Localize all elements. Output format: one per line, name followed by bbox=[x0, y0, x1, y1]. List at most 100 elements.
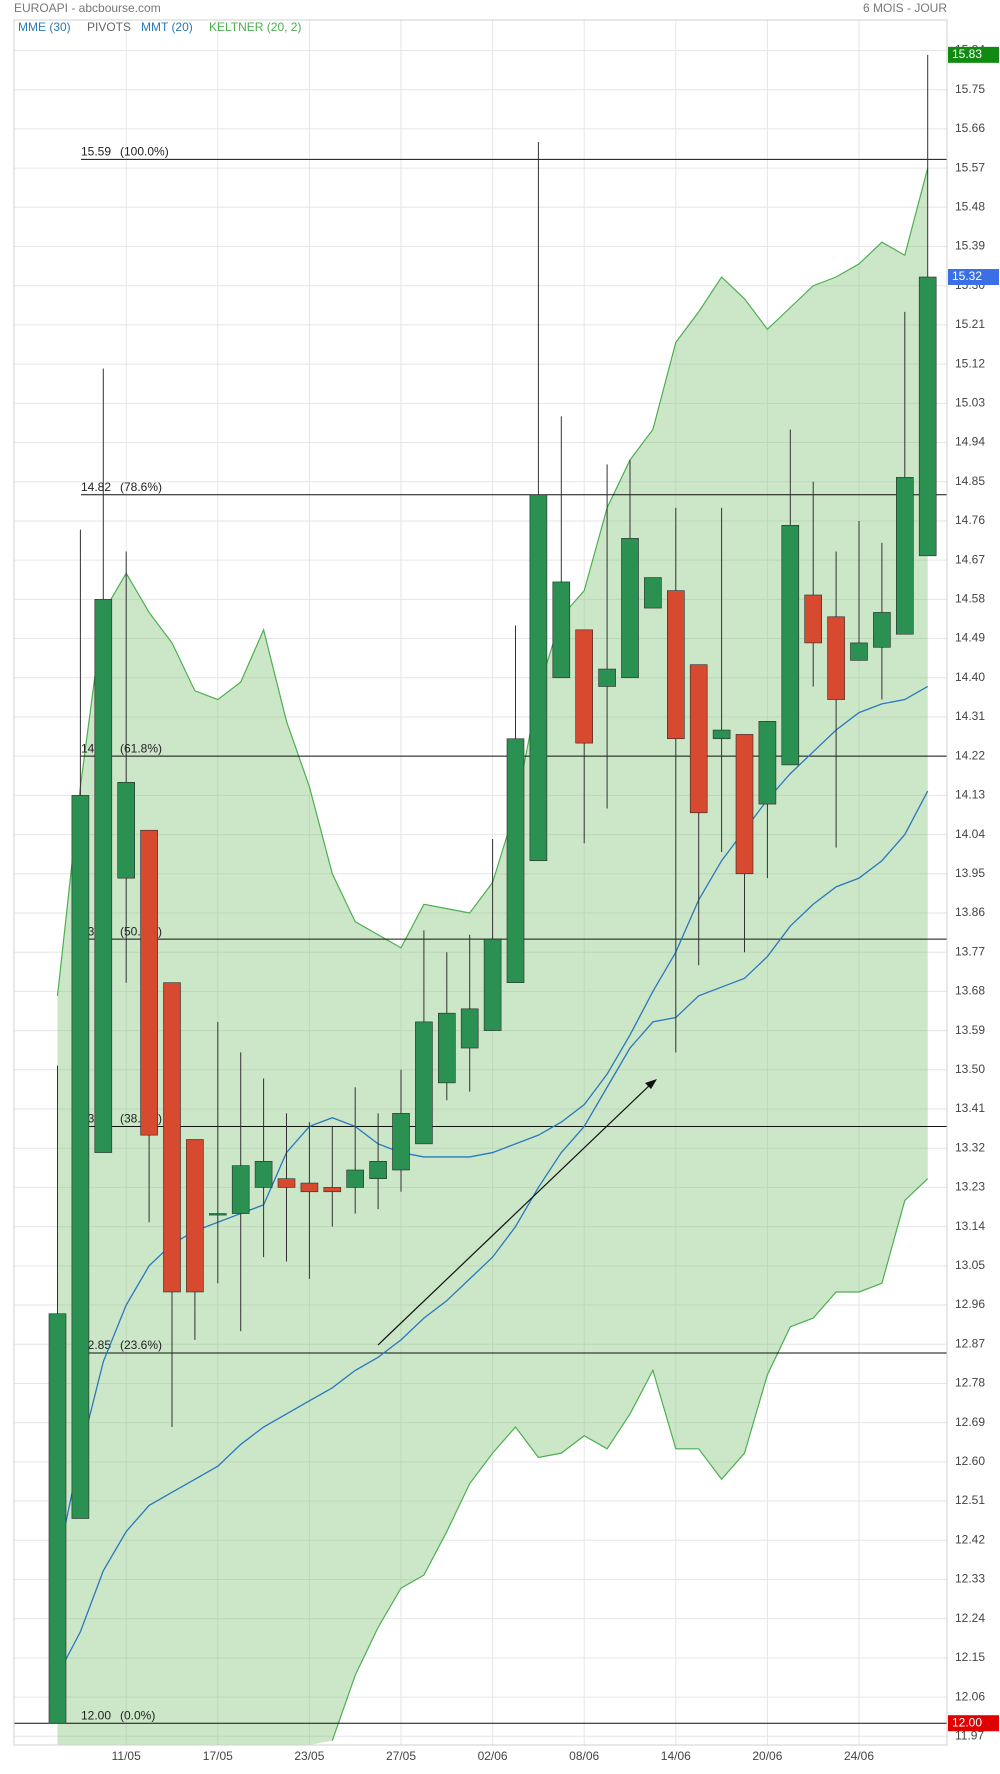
candle-body bbox=[575, 629, 594, 744]
level-ratio: (61.8%) bbox=[120, 741, 162, 755]
arrow-head bbox=[645, 1079, 657, 1089]
x-tick-label: 14/06 bbox=[661, 1749, 691, 1763]
level-value: 15.59 bbox=[81, 145, 111, 159]
y-tick-label: 15.39 bbox=[955, 239, 985, 253]
y-tick-label: 12.06 bbox=[955, 1689, 985, 1703]
y-tick-label: 13.68 bbox=[955, 984, 985, 998]
y-tick-label: 15.12 bbox=[955, 356, 985, 370]
legend-entry: MME (30) bbox=[18, 20, 71, 34]
candle-body bbox=[460, 1008, 479, 1049]
level-ratio: (0.0%) bbox=[120, 1708, 155, 1722]
y-tick-label: 12.78 bbox=[955, 1376, 985, 1390]
x-tick-label: 11/05 bbox=[112, 1749, 141, 1763]
y-tick-label: 14.94 bbox=[955, 435, 985, 449]
y-tick-label: 13.95 bbox=[955, 866, 985, 880]
y-tick-label: 14.85 bbox=[955, 474, 985, 488]
x-tick-label: 27/05 bbox=[386, 1749, 416, 1763]
y-tick-label: 13.14 bbox=[955, 1219, 985, 1233]
candle-body bbox=[209, 1213, 227, 1216]
chart-title: EUROAPI - abcbourse.com bbox=[14, 1, 161, 15]
y-tick-label: 13.50 bbox=[955, 1062, 985, 1076]
y-tick-label: 13.86 bbox=[955, 905, 985, 919]
candle-body bbox=[163, 982, 181, 1293]
chart-period: 6 MOIS - JOUR bbox=[863, 1, 947, 15]
x-tick-label: 17/05 bbox=[203, 1749, 233, 1763]
candle-body bbox=[598, 668, 616, 687]
y-tick-label: 12.87 bbox=[955, 1336, 985, 1350]
y-tick-label: 14.04 bbox=[955, 827, 985, 841]
y-tick-label: 12.42 bbox=[955, 1532, 985, 1546]
y-tick-label: 12.60 bbox=[955, 1454, 985, 1468]
y-tick-label: 14.76 bbox=[955, 513, 985, 527]
price-label: 15.83 bbox=[952, 47, 982, 61]
candle-body bbox=[483, 938, 502, 1031]
level-ratio: (23.6%) bbox=[120, 1338, 162, 1352]
level-value: 12.00 bbox=[81, 1708, 111, 1722]
y-tick-label: 14.22 bbox=[955, 748, 985, 762]
y-tick-label: 12.69 bbox=[955, 1415, 985, 1429]
y-tick-label: 15.03 bbox=[955, 396, 985, 410]
keltner-lower bbox=[331, 1178, 929, 1741]
price-label-box bbox=[948, 269, 999, 286]
candle-body bbox=[117, 782, 135, 879]
y-tick-label: 12.51 bbox=[955, 1493, 985, 1507]
y-tick-label: 15.21 bbox=[955, 317, 985, 331]
candle-body bbox=[621, 538, 639, 679]
candle-body bbox=[140, 829, 158, 1136]
y-tick-label: 14.49 bbox=[955, 631, 985, 645]
candle-body bbox=[231, 1165, 250, 1214]
candle-body bbox=[415, 1021, 433, 1145]
level-ratio: (78.6%) bbox=[120, 480, 162, 494]
legend-entry: PIVOTS bbox=[87, 20, 131, 34]
y-tick-label: 13.05 bbox=[955, 1258, 985, 1272]
candle-body bbox=[666, 590, 685, 740]
candle-body bbox=[254, 1160, 273, 1188]
candle-body bbox=[804, 594, 823, 644]
candle-body bbox=[369, 1160, 387, 1180]
price-label: 12.00 bbox=[952, 1715, 982, 1729]
arrow-line bbox=[377, 1082, 653, 1346]
y-tick-label: 13.77 bbox=[955, 944, 985, 958]
price-label-box bbox=[948, 46, 999, 63]
moving-average-line bbox=[56, 790, 929, 1676]
level-ratio: (100.0%) bbox=[120, 145, 169, 159]
y-tick-label: 13.41 bbox=[955, 1101, 985, 1115]
y-tick-label: 15.66 bbox=[955, 121, 985, 135]
y-tick-label: 13.23 bbox=[955, 1180, 985, 1194]
candle-body bbox=[346, 1169, 365, 1188]
candle-body bbox=[186, 1139, 204, 1293]
x-tick-label: 02/06 bbox=[478, 1749, 508, 1763]
trend-arrow bbox=[377, 1079, 657, 1346]
y-tick-label: 12.33 bbox=[955, 1572, 985, 1586]
candles-group bbox=[48, 54, 937, 1724]
candle-body bbox=[644, 577, 662, 609]
candle-body bbox=[71, 795, 90, 1519]
candle-body bbox=[827, 616, 845, 700]
y-tick-label: 15.75 bbox=[955, 82, 985, 96]
candle-body bbox=[712, 729, 731, 740]
y-tick-label: 14.13 bbox=[955, 788, 985, 802]
candle-body bbox=[323, 1187, 342, 1193]
y-tick-label: 11.97 bbox=[955, 1728, 984, 1742]
candle-body bbox=[506, 738, 525, 983]
candle-body bbox=[529, 494, 548, 862]
candle-body bbox=[781, 525, 800, 766]
candle-body bbox=[850, 642, 868, 661]
price-label-box bbox=[948, 1715, 999, 1732]
y-tick-label: 14.40 bbox=[955, 670, 985, 684]
candle-body bbox=[48, 1313, 67, 1724]
candle-body bbox=[277, 1178, 296, 1188]
y-tick-label: 12.15 bbox=[955, 1650, 985, 1664]
y-tick-label: 13.32 bbox=[955, 1140, 985, 1154]
y-tick-label: 14.58 bbox=[955, 592, 985, 606]
price-label: 15.32 bbox=[952, 269, 982, 283]
y-tick-label: 15.48 bbox=[955, 199, 985, 213]
x-tick-label: 20/06 bbox=[752, 1749, 782, 1763]
candle-body bbox=[94, 599, 113, 1153]
candle-body bbox=[392, 1113, 410, 1171]
x-tick-label: 08/06 bbox=[569, 1749, 599, 1763]
candle-body bbox=[735, 734, 754, 875]
level-value: 14.82 bbox=[81, 480, 111, 494]
